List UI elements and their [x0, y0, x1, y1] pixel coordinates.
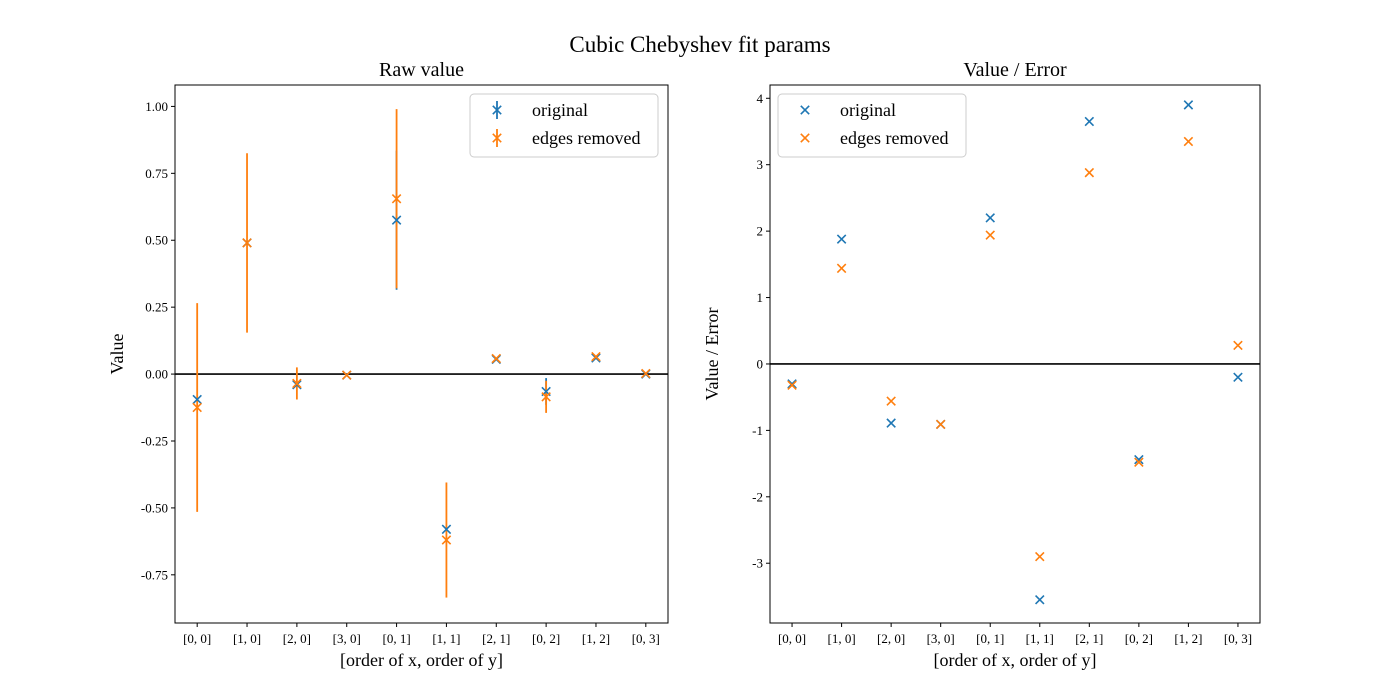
- raw-value-x-tick-label: [1, 0]: [233, 631, 261, 646]
- value-error-edges-removed-point: [985, 230, 995, 240]
- value-error-x-tick-label: [3, 0]: [927, 631, 955, 646]
- value-error-edges-removed-point: [1084, 167, 1095, 178]
- raw-value-legend: original edges removed: [469, 93, 659, 158]
- raw-value-y-tick-label: -0.50: [141, 500, 168, 515]
- value-error-original-point: [1233, 372, 1243, 383]
- value-error-x-tick-label: [1, 0]: [828, 631, 856, 646]
- value-error-edges-removed-point: [1183, 136, 1194, 147]
- raw-value-original-point: [591, 353, 601, 363]
- value-error-edges-removed-point: [886, 396, 896, 406]
- value-error-y-tick-label: -1: [752, 423, 763, 438]
- raw-value-edges-removed-point: [292, 378, 302, 389]
- raw-value-y-tick-label: 0.50: [145, 233, 168, 248]
- value-error-edges-removed-point: [787, 380, 797, 390]
- raw-value-x-tick-label: [3, 0]: [333, 631, 361, 646]
- raw-value-y-tick-label: 0.25: [145, 300, 168, 315]
- figure-title: Cubic Chebyshev fit params: [569, 32, 830, 57]
- value-error-axes-frame: [769, 84, 1261, 624]
- raw-value-x-tick-label: [2, 1]: [482, 631, 510, 646]
- raw-value-original-point: [292, 380, 302, 390]
- value-error-x-tick-label: [2, 0]: [877, 631, 905, 646]
- raw-value-y-tick-label: -0.75: [141, 567, 168, 582]
- raw-value-edges-removed-point: [242, 238, 252, 248]
- raw-value-y-tick-label: 1.00: [145, 99, 168, 114]
- value-error-x-tick-label: [1, 2]: [1174, 631, 1202, 646]
- raw-value-panel: Raw value [order of x, order of y] Value…: [107, 59, 669, 670]
- value-error-legend-original-label: original: [840, 100, 896, 120]
- value-error-y-tick-label: 3: [757, 157, 764, 172]
- raw-value-original-point: [192, 394, 202, 405]
- value-error-y-tick-label: 0: [757, 356, 764, 371]
- value-error-panel: Value / Error [order of x, order of y] V…: [702, 59, 1261, 670]
- raw-value-legend-original-marker: [492, 105, 502, 115]
- raw-value-legend-edges-removed-label: edges removed: [532, 128, 640, 148]
- value-error-y-tick-label: -3: [752, 556, 763, 571]
- value-error-y-axis-label: Value / Error: [702, 308, 722, 401]
- value-error-y-tick-label: 4: [757, 91, 764, 106]
- value-error-x-tick-label: [2, 1]: [1075, 631, 1103, 646]
- raw-value-edges-removed-point: [192, 402, 202, 413]
- value-error-edges-removed-point: [935, 419, 946, 430]
- raw-value-legend-box: [469, 93, 659, 158]
- raw-value-edges-removed-point: [341, 370, 352, 380]
- value-error-x-tick-label: [0, 1]: [976, 631, 1004, 646]
- raw-value-edges-removed-point: [641, 368, 651, 379]
- raw-value-x-tick-label: [0, 3]: [632, 631, 660, 646]
- value-error-panel-title: Value / Error: [963, 59, 1067, 81]
- raw-value-x-tick-label: [2, 0]: [283, 631, 311, 646]
- value-error-legend-original-marker: [800, 105, 810, 115]
- raw-value-edges-removed-point: [391, 193, 402, 204]
- raw-value-x-tick-label: [1, 2]: [582, 631, 610, 646]
- value-error-original-point: [1035, 594, 1045, 605]
- raw-value-original-point: [391, 215, 402, 225]
- value-error-original-point: [985, 213, 995, 223]
- raw-value-y-tick-label: -0.25: [141, 433, 168, 448]
- raw-value-legend-edges-removed-marker: [492, 133, 502, 143]
- value-error-original-point: [787, 379, 797, 389]
- value-error-original-point: [1134, 454, 1144, 465]
- raw-value-edges-removed-point: [541, 392, 551, 402]
- value-error-x-tick-label: [0, 3]: [1224, 631, 1252, 646]
- value-error-original-point: [886, 418, 896, 428]
- value-error-legend-edges-removed-marker: [800, 133, 810, 143]
- raw-value-legend-original-label: original: [532, 100, 588, 120]
- raw-value-y-axis-label: Value: [107, 333, 127, 374]
- value-error-edges-removed-point: [1233, 340, 1243, 351]
- value-error-original-point: [836, 234, 847, 244]
- raw-value-x-tick-label: [1, 1]: [432, 631, 460, 646]
- raw-value-edges-removed-point: [441, 535, 452, 545]
- raw-value-x-tick-label: [0, 2]: [532, 631, 560, 646]
- value-error-y-tick-label: 1: [757, 290, 764, 305]
- raw-value-edges-removed-point: [591, 351, 601, 362]
- value-error-y-tick-label: -2: [752, 489, 763, 504]
- value-error-edges-removed-point: [836, 263, 847, 274]
- value-error-legend-edges-removed-label: edges removed: [840, 128, 948, 148]
- value-error-x-tick-label: [1, 1]: [1026, 631, 1054, 646]
- value-error-x-tick-label: [0, 0]: [778, 631, 806, 646]
- value-error-original-point: [1084, 116, 1095, 127]
- raw-value-x-axis-label: [order of x, order of y]: [340, 650, 503, 670]
- raw-value-x-tick-label: [0, 1]: [382, 631, 410, 646]
- value-error-original-point: [1183, 100, 1194, 110]
- raw-value-y-tick-label: 0.00: [145, 367, 168, 382]
- raw-value-axes-frame: [174, 84, 669, 624]
- value-error-x-tick-label: [0, 2]: [1125, 631, 1153, 646]
- raw-value-y-tick-label: 0.75: [145, 166, 168, 181]
- value-error-legend: original edges removed: [777, 93, 967, 158]
- raw-value-x-tick-label: [0, 0]: [183, 631, 211, 646]
- value-error-y-tick-label: 2: [757, 224, 764, 239]
- raw-value-edges-removed-point: [491, 353, 502, 364]
- value-error-edges-removed-point: [1035, 551, 1045, 562]
- value-error-x-axis-label: [order of x, order of y]: [934, 650, 1097, 670]
- raw-value-panel-title: Raw value: [379, 59, 464, 81]
- raw-value-original-point: [441, 524, 452, 535]
- value-error-legend-box: [777, 93, 967, 158]
- value-error-edges-removed-point: [1134, 457, 1144, 468]
